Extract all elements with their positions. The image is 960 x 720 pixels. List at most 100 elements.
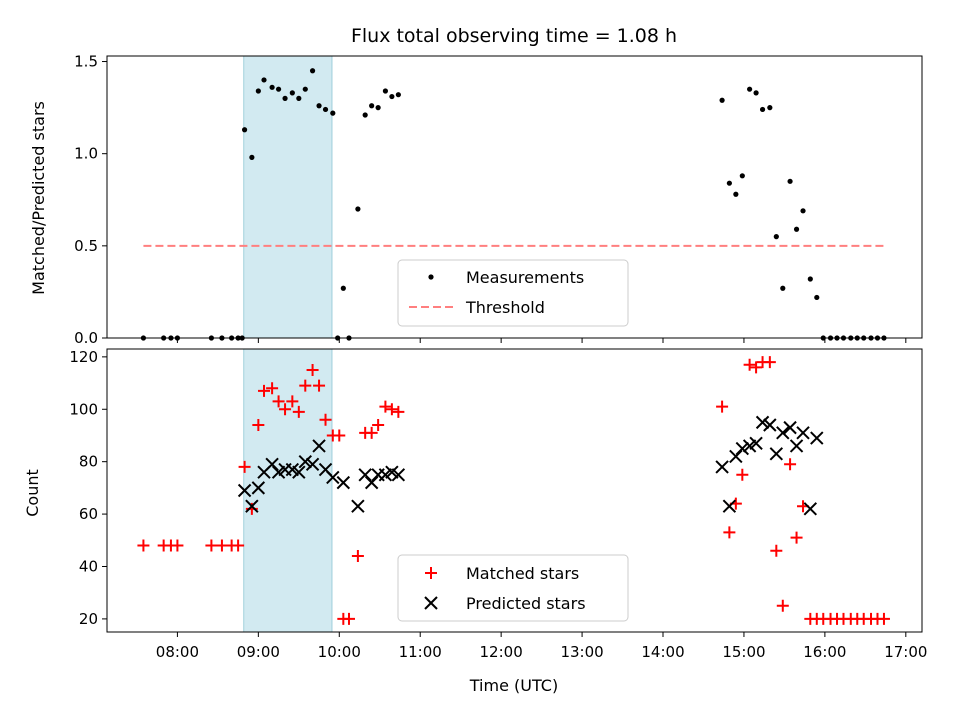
count-y-tick-label: 120 bbox=[69, 348, 98, 366]
measurement-point bbox=[355, 206, 361, 212]
measurement-point bbox=[275, 86, 282, 92]
measurement-point bbox=[261, 77, 267, 83]
predicted-stars-point bbox=[810, 431, 824, 445]
chart-title: Flux total observing time = 1.08 h bbox=[351, 25, 677, 47]
matched-stars-point bbox=[238, 460, 251, 473]
ratio-y-axis-label: Matched/Predicted stars bbox=[29, 101, 48, 295]
matched-stars-point bbox=[292, 405, 305, 418]
ratio-highlight-span bbox=[243, 55, 333, 339]
measurement-point bbox=[375, 105, 381, 111]
matched-stars-point bbox=[716, 400, 729, 413]
ratio-panel: 0.0 0.5 1.0 1.5 bbox=[74, 53, 923, 347]
measurement-point bbox=[382, 88, 389, 94]
matched-stars-point bbox=[272, 395, 285, 408]
x-tick-label: 12:00 bbox=[480, 643, 523, 661]
predicted-stars-point bbox=[298, 454, 312, 469]
matched-stars-point bbox=[365, 426, 378, 439]
matched-stars-point bbox=[319, 413, 332, 426]
matched-stars-point bbox=[351, 550, 364, 563]
measurement-point bbox=[322, 106, 329, 113]
count-panel: 20 40 60 80 100 120 08:00 09:00 10:00 11:00 12:00 1… bbox=[69, 348, 927, 661]
measurement-point bbox=[773, 234, 779, 240]
measurement-point bbox=[780, 285, 786, 291]
legend-matched-label: Matched stars bbox=[466, 564, 579, 583]
measurement-point bbox=[726, 180, 732, 186]
ratio-y-tick-label: 0.0 bbox=[74, 329, 98, 347]
matched-stars-point bbox=[723, 526, 736, 539]
measurement-point bbox=[395, 92, 401, 98]
measurement-point bbox=[793, 226, 800, 232]
measurement-point bbox=[282, 95, 288, 101]
measurement-point bbox=[767, 105, 773, 111]
matched-stars-point bbox=[171, 539, 184, 552]
matched-stars-point bbox=[137, 539, 150, 552]
legend-predicted-marker bbox=[424, 596, 438, 610]
matched-stars-point bbox=[776, 599, 789, 612]
legend-threshold-label: Threshold bbox=[465, 298, 545, 317]
count-y-axis-label: Count bbox=[23, 469, 42, 517]
predicted-stars-point bbox=[755, 415, 770, 430]
matched-stars-point bbox=[286, 395, 299, 408]
matched-stars-point bbox=[784, 458, 797, 471]
measurement-point bbox=[753, 90, 759, 96]
x-tick-label: 15:00 bbox=[722, 643, 765, 661]
measurement-point bbox=[316, 103, 322, 109]
matched-stars-point bbox=[299, 379, 312, 392]
x-tick-label: 14:00 bbox=[641, 643, 684, 661]
predicted-stars-point bbox=[715, 460, 729, 474]
ratio-y-tick-label: 1.0 bbox=[74, 145, 98, 163]
legend-measurements-label: Measurements bbox=[466, 268, 584, 287]
count-y-tick-label: 80 bbox=[79, 453, 98, 471]
x-tick-label: 16:00 bbox=[803, 643, 846, 661]
measurement-point bbox=[302, 86, 308, 92]
matched-stars-point bbox=[763, 356, 776, 369]
predicted-stars-point bbox=[336, 475, 351, 490]
matched-stars-point bbox=[313, 379, 326, 392]
measurement-point bbox=[733, 191, 739, 197]
measurement-point bbox=[759, 106, 766, 113]
measurement-point bbox=[369, 103, 375, 109]
measurement-point bbox=[340, 285, 346, 291]
ratio-y-tick-label: 0.5 bbox=[74, 237, 98, 255]
predicted-stars-point bbox=[783, 420, 797, 435]
x-tick-label: 17:00 bbox=[884, 643, 927, 661]
matched-stars-point bbox=[790, 531, 803, 544]
matched-stars-point bbox=[379, 400, 392, 413]
predicted-stars-point bbox=[763, 418, 777, 432]
matched-stars-point bbox=[385, 403, 398, 416]
ratio-legend-box bbox=[397, 259, 629, 327]
predicted-stars-point bbox=[769, 447, 784, 461]
matched-stars-point bbox=[333, 429, 346, 442]
count-y-tick-label: 60 bbox=[79, 505, 98, 523]
x-tick-label: 09:00 bbox=[237, 643, 280, 661]
matched-stars-point bbox=[372, 418, 385, 431]
measurement-point bbox=[787, 178, 793, 184]
predicted-stars-point bbox=[292, 465, 306, 479]
x-tick-label: 11:00 bbox=[399, 643, 442, 661]
measurement-point bbox=[296, 95, 302, 101]
x-tick-label: 10:00 bbox=[318, 643, 361, 661]
measurement-point bbox=[807, 276, 813, 282]
measurement-point bbox=[269, 84, 275, 90]
matched-stars-point bbox=[743, 358, 756, 371]
legend-matched-marker bbox=[425, 567, 437, 579]
matched-stars-point bbox=[770, 544, 783, 557]
measurement-point bbox=[249, 154, 255, 160]
x-tick-label: 08:00 bbox=[156, 643, 199, 661]
matched-stars-point bbox=[205, 539, 218, 552]
matched-stars-point bbox=[252, 418, 265, 431]
predicted-stars-point bbox=[245, 499, 259, 513]
matched-stars-point bbox=[877, 612, 890, 625]
measurement-point bbox=[255, 88, 261, 94]
measurement-point bbox=[800, 208, 806, 214]
count-axes-frame bbox=[106, 348, 923, 633]
measurement-point bbox=[747, 86, 753, 92]
ratio-y-tick-label: 1.5 bbox=[74, 53, 98, 71]
count-legend-box bbox=[397, 554, 629, 622]
count-legend: Matched stars Predicted stars bbox=[397, 554, 629, 622]
predicted-stars-point bbox=[803, 502, 818, 516]
matched-stars-point bbox=[266, 382, 279, 395]
matched-stars-point bbox=[306, 363, 319, 376]
matched-stars-point bbox=[750, 361, 763, 374]
